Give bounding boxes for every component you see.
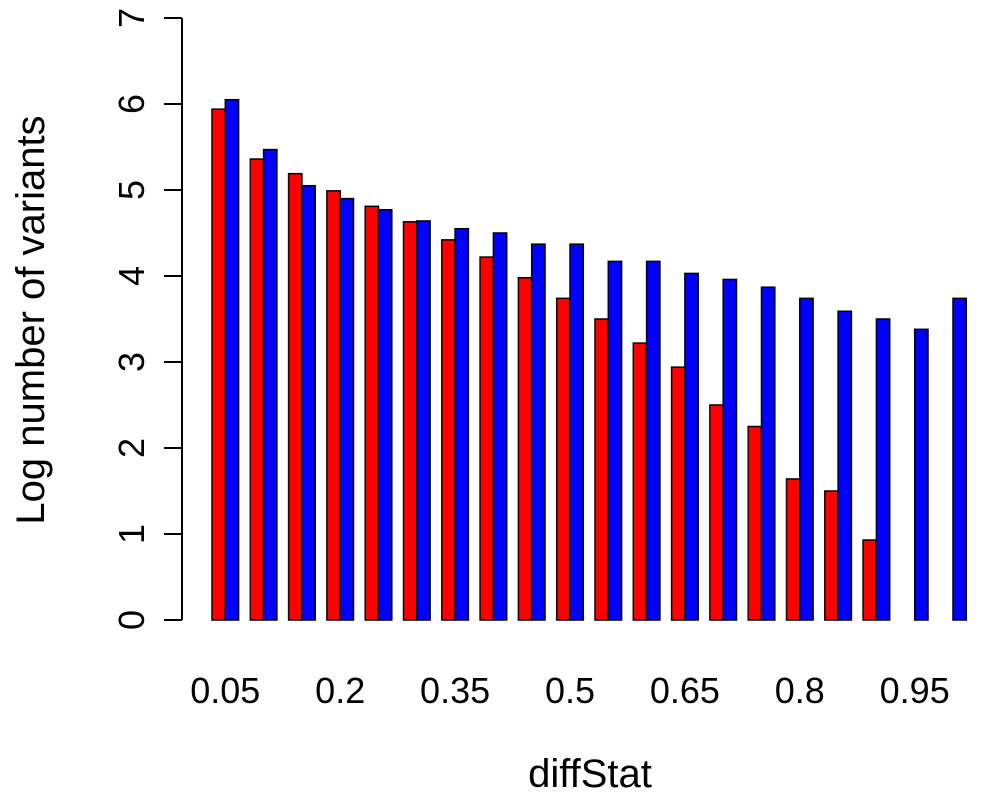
bar-0.25-s2 (377, 209, 393, 621)
y-tick-label: 1 (111, 524, 152, 544)
bar-0.2-s2 (339, 197, 355, 621)
x-tick-label: 0.35 (420, 670, 490, 711)
bar-0.7-s2 (722, 278, 738, 621)
bar-0.2-s1 (326, 190, 341, 621)
bar-0.75-s2 (760, 286, 776, 621)
bar-0.6-s1 (632, 342, 648, 621)
bar-0.25-s1 (364, 205, 380, 621)
bar-0.6-s2 (645, 260, 661, 621)
bar-0.5-s1 (555, 297, 571, 621)
bar-0.55-s2 (607, 260, 623, 621)
bar-0.15-s2 (301, 184, 316, 621)
y-tick-label: 2 (111, 438, 152, 458)
x-tick-label: 0.5 (545, 670, 595, 711)
y-axis: 0 1 2 3 4 5 6 7 (111, 8, 183, 630)
x-tick-label: 0.65 (650, 670, 720, 711)
bar-0.75-s1 (747, 425, 763, 621)
bar-0.85-s2 (837, 310, 853, 621)
bar-0.55-s1 (594, 318, 610, 621)
y-tick-label: 3 (111, 352, 152, 372)
x-axis: 0.05 0.2 0.35 0.5 0.65 0.8 0.95 (190, 670, 949, 711)
bar-1-s2 (952, 297, 968, 621)
bar-0.8-s1 (785, 478, 801, 621)
bar-0.1-s1 (249, 158, 265, 621)
bar-0.4-s1 (479, 256, 495, 621)
bar-0.3-s1 (402, 221, 418, 621)
bar-0.05-s1 (211, 108, 227, 621)
bar-0.05-s2 (224, 98, 240, 621)
bar-0.1-s2 (262, 148, 278, 621)
bar-0.65-s2 (684, 272, 699, 621)
y-tick-label: 6 (111, 94, 152, 114)
bar-0.35-s1 (441, 239, 456, 621)
y-tick-label: 7 (111, 8, 152, 28)
y-tick-label: 4 (111, 266, 152, 286)
bar-0.5-s2 (569, 243, 585, 621)
y-tick-label: 0 (111, 610, 152, 630)
x-tick-label: 0.2 (315, 670, 365, 711)
x-axis-label: diffStat (528, 752, 652, 796)
bar-0.3-s2 (416, 220, 431, 621)
bar-0.45-s1 (517, 276, 533, 621)
x-tick-label: 0.05 (190, 670, 260, 711)
bar-0.85-s1 (824, 490, 839, 621)
bar-0.8-s2 (799, 297, 814, 621)
y-tick-label: 5 (111, 180, 152, 200)
bar-0.65-s1 (670, 366, 686, 621)
bar-0.9-s2 (875, 318, 891, 621)
bars-layer (211, 98, 968, 621)
bar-0.15-s1 (287, 172, 303, 621)
bar-0.7-s1 (709, 404, 724, 621)
bar-0.45-s2 (530, 243, 546, 621)
bar-0.35-s2 (454, 227, 470, 621)
bar-0.9-s1 (862, 539, 878, 621)
bar-0.4-s2 (492, 232, 508, 621)
y-axis-label: Log number of variants (9, 115, 53, 524)
x-tick-label: 0.95 (880, 670, 950, 711)
bar-0.95-s2 (913, 328, 929, 621)
x-tick-label: 0.8 (775, 670, 825, 711)
